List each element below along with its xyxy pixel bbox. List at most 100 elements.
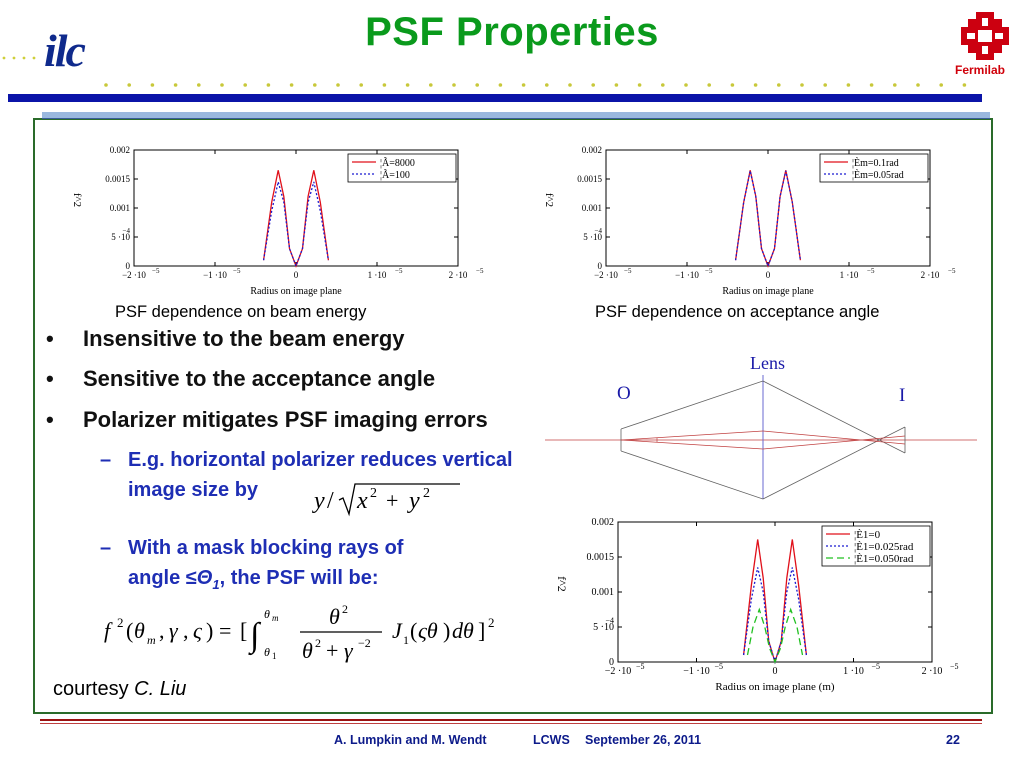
bullet-text: Insensitive to the beam energy — [83, 326, 405, 351]
x-tick-label: −1 ·10 — [675, 270, 699, 280]
y-tick-label: 0.001 — [582, 203, 602, 213]
y-tick-label: 5 ·10 — [593, 622, 614, 633]
x-tick-label: −1 ·10 — [683, 666, 709, 677]
bullet-item: • Sensitive to the acceptance angle — [46, 366, 436, 391]
ratio-numerator: y — [312, 488, 325, 514]
courtesy-note: courtesy C. Liu — [53, 678, 187, 700]
sqrt-sign-icon: y / x 2 + y 2 — [312, 483, 460, 517]
legend-label: ¦Èm=0.1rad — [852, 157, 899, 169]
y-tick-label: 0.001 — [592, 587, 615, 598]
ratio-exp: 2 — [423, 486, 430, 501]
x-tick-exponent: −5 — [867, 267, 875, 275]
y-tick-exponent: −4 — [595, 227, 603, 235]
plot-acceptance-angle: 0 5 ·10−4 0.001 0.0015 0.002 −2 ·10 −5 −1 ·10 −5… — [543, 145, 956, 297]
x-tick-exponent: −5 — [715, 662, 724, 671]
series-line — [746, 607, 804, 664]
x-tick-exponent: −5 — [705, 267, 713, 275]
svg-text:2: 2 — [342, 602, 348, 616]
legend-label: ¦Ã=100 — [380, 169, 410, 181]
plot-beam-energy-caption: PSF dependence on beam energy — [115, 303, 367, 321]
x-tick-label: −2 ·10 — [122, 270, 146, 280]
fermilab-label: Fermilab — [955, 63, 1006, 77]
ilc-logo-text: ilc — [44, 25, 86, 76]
subbullet-text: angle ≤Θ1, the PSF will be: — [128, 567, 379, 592]
y-tick-label: 5 ·10 — [111, 232, 130, 242]
header-dots — [104, 83, 967, 87]
x-axis-label: Radius on image plane — [722, 286, 814, 297]
ratio-x: x — [356, 488, 368, 514]
subbullet-text: With a mask blocking rays of — [128, 537, 404, 559]
y-tick-exponent: −4 — [123, 227, 131, 235]
y-tick-label: 5 ·10 — [583, 232, 602, 242]
svg-text:2: 2 — [315, 636, 321, 650]
footer-rule-thin — [40, 723, 982, 724]
svg-text:m: m — [272, 613, 279, 623]
svg-text:,: , — [159, 618, 165, 643]
svg-text:f: f — [104, 618, 113, 643]
svg-text:θ: θ — [264, 645, 270, 659]
footer-date: September 26, 2011 — [585, 733, 702, 747]
svg-text:θ: θ — [134, 618, 145, 643]
x-tick-label: 2 ·10 — [922, 666, 943, 677]
bullet-text: Sensitive to the acceptance angle — [83, 366, 436, 391]
y-tick-label: 0.002 — [110, 145, 130, 155]
x-tick-label: 0 — [766, 270, 771, 280]
legend-label: ¦È1=0.025rad — [854, 541, 914, 553]
x-tick-label: −2 ·10 — [594, 270, 618, 280]
svg-text:+: + — [326, 638, 338, 663]
ratio-exp: 2 — [370, 486, 377, 501]
svg-text:1: 1 — [272, 651, 277, 661]
x-tick-label: 1 ·10 — [843, 666, 864, 677]
x-tick-label: 0 — [773, 666, 778, 677]
image-label: I — [899, 385, 905, 406]
x-tick-exponent: −5 — [152, 267, 160, 275]
svg-text:γ: γ — [344, 638, 354, 663]
fermilab-logo-icon — [961, 12, 1009, 60]
svg-text:J: J — [392, 618, 403, 643]
x-axis-label: Radius on image plane (m) — [715, 681, 834, 693]
ilc-dots-icon — [2, 56, 36, 60]
footer-event: LCWS — [533, 733, 570, 747]
y-axis-label: f^2 — [555, 576, 569, 592]
ratio-y: y — [407, 488, 420, 514]
svg-text:): ) — [206, 618, 213, 643]
y-tick-label: 0 — [126, 261, 131, 271]
plot-mask-angle: 0 5 ·10−4 0.001 0.0015 0.002 −2 ·10 −5 −1 ·10 −5… — [555, 517, 959, 693]
y-tick-label: 0 — [609, 657, 614, 668]
courtesy-name: C. Liu — [134, 678, 187, 700]
x-tick-label: 1 ·10 — [368, 270, 387, 280]
y-tick-label: 0.002 — [582, 145, 602, 155]
x-tick-exponent: −5 — [476, 267, 484, 275]
x-tick-exponent: −5 — [636, 662, 645, 671]
svg-text:(: ( — [410, 618, 417, 643]
svg-text:−2: −2 — [358, 636, 371, 650]
svg-text:γ: γ — [169, 618, 179, 643]
series-line — [262, 181, 330, 268]
footer-authors: A. Lumpkin and M. Wendt — [334, 733, 487, 747]
x-tick-exponent: −5 — [948, 267, 956, 275]
legend-label: ¦È1=0.050rad — [854, 553, 914, 565]
psf-formula: f 2 ( θ m , γ , ς ) = [ ∫ θ m θ 1 θ 2 θ … — [104, 602, 495, 663]
x-tick-label: 0 — [294, 270, 299, 280]
object-label: O — [617, 383, 631, 404]
x-tick-label: 2 ·10 — [921, 270, 940, 280]
legend-label: ¦È1=0 — [854, 529, 881, 541]
y-tick-label: 0.0015 — [105, 174, 130, 184]
subbullet-text: E.g. horizontal polarizer reduces vertic… — [128, 449, 513, 471]
series-line — [262, 170, 330, 268]
legend-label: ¦Ã=8000 — [380, 157, 415, 169]
x-tick-exponent: −5 — [624, 267, 632, 275]
ilc-logo — [0, 18, 110, 88]
svg-text:1: 1 — [403, 633, 409, 647]
bullet-item: • Polarizer mitigates PSF imaging errors — [46, 407, 488, 432]
x-tick-label: −2 ·10 — [605, 666, 631, 677]
slide-title: PSF Properties — [365, 10, 659, 54]
x-tick-exponent: −5 — [233, 267, 241, 275]
x-tick-label: 1 ·10 — [840, 270, 859, 280]
svg-text:m: m — [147, 633, 156, 647]
y-tick-label: 0.0015 — [587, 552, 615, 563]
svg-text:,: , — [183, 618, 189, 643]
svg-text:ςθ: ςθ — [418, 618, 438, 643]
subbullet-text: image size by — [128, 479, 259, 501]
lens-label: Lens — [750, 353, 785, 373]
